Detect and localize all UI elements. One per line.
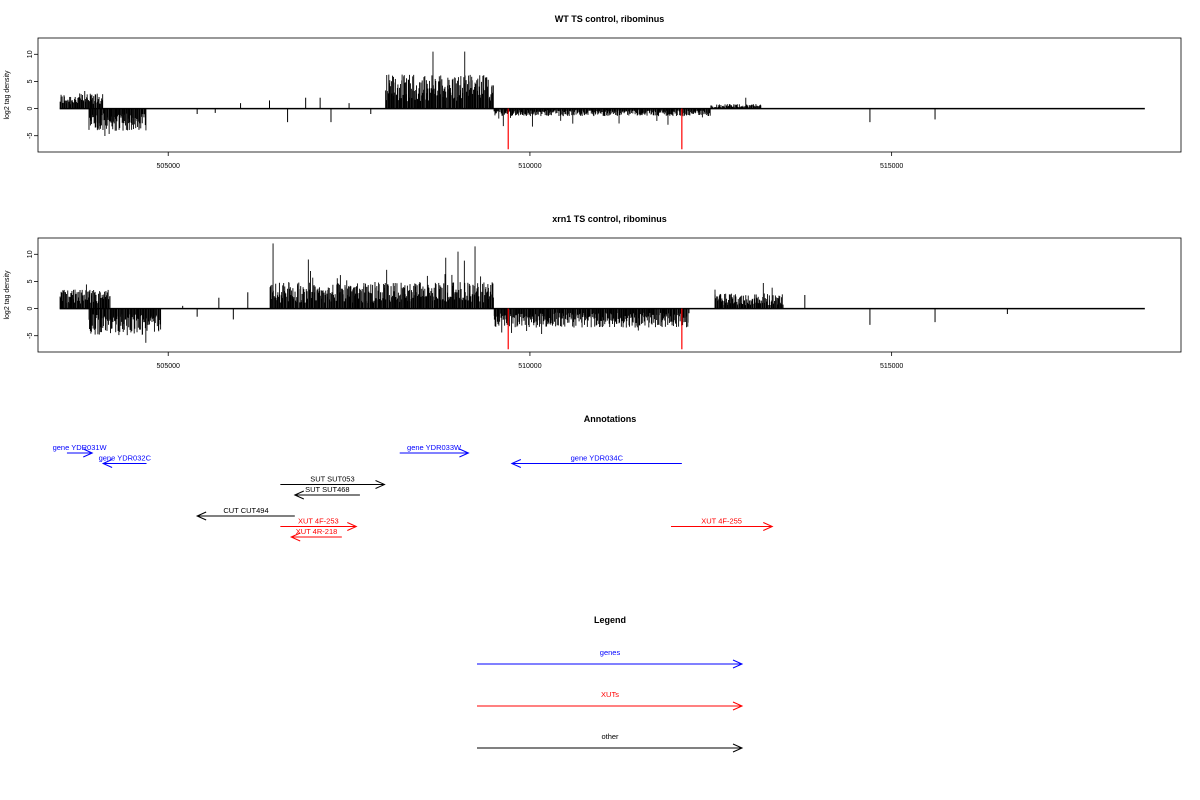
bar-series [59,51,936,136]
arrow-head [101,459,113,468]
annotation-arrow: SUT SUT468 [293,485,360,500]
annotation-label: XUT 4F-253 [298,517,339,526]
annotation-arrow: XUT 4R-218 [289,527,342,542]
arrow-head [375,480,386,489]
y-tick-label: 0 [27,107,34,111]
annotation-label: CUT CUT494 [223,506,268,515]
plot-frame [37,37,1182,153]
x-tick-label: 510000 [518,163,541,170]
track-2: xrn1 TS control, ribominus -5 0 5 10 log2 tag… [4,214,1182,370]
annotation-arrow: gene YDR032C [99,454,152,468]
x-tick-label: 515000 [880,363,903,370]
annotation-label: gene YDR033W [407,443,462,452]
y-tick-label: -5 [27,133,34,139]
arrow-head [763,522,774,531]
annotation-label: gene YDR031W [53,443,108,452]
legend-entry: genes [477,648,744,669]
y-tick-label: 10 [27,50,34,58]
legend-entry: XUTs [477,690,744,711]
legend-label: XUTs [601,690,619,699]
arrow-head [347,522,358,531]
legend-panel: Legend genes XUTs other [477,615,744,753]
y-tick-label: 0 [27,307,34,311]
annotation-label: SUT SUT468 [305,485,349,494]
annotation-label: SUT SUT053 [310,475,354,484]
legend-label: genes [600,648,621,657]
y-tick-label: 10 [27,250,34,258]
arrow-head [289,532,301,542]
arrow-head [510,459,522,468]
track-title: WT TS control, ribominus [555,14,665,24]
arrow-head [732,701,744,711]
y-tick-label: 5 [27,79,34,83]
y-axis-label: log2 tag density [4,270,11,320]
legend-title: Legend [594,615,626,625]
arrow-head [732,659,744,669]
annotation-arrow: gene YDR031W [53,443,108,458]
arrow-head [293,490,305,500]
arrow-head [459,448,470,458]
arrow-head [83,448,94,458]
x-tick-label: 510000 [518,363,541,370]
annotation-arrow: CUT CUT494 [195,506,295,521]
annotation-label: XUT 4R-218 [296,527,338,536]
annotation-arrow: gene YDR034C [510,454,682,468]
legend-label: other [601,732,619,741]
arrow-head [195,511,207,521]
x-tick-label: 505000 [157,363,180,370]
annotation-arrow: XUT 4F-253 [280,517,358,531]
track-1: WT TS control, ribominus -5 0 5 10 log2 tag d… [4,14,1182,170]
annotations-title: Annotations [584,414,637,424]
plot-frame [37,237,1182,353]
bar-series [59,243,1008,343]
track-title: xrn1 TS control, ribominus [552,214,667,224]
y-tick-label: 5 [27,279,34,283]
arrow-head [732,743,744,753]
annotation-label: gene YDR034C [571,454,624,463]
y-tick-label: -5 [27,333,34,339]
x-tick-label: 515000 [880,163,903,170]
annotation-arrow: gene YDR033W [399,443,470,458]
x-tick-label: 505000 [157,163,180,170]
annotation-arrow: XUT 4F-255 [670,517,774,531]
annotation-label: XUT 4F-255 [701,517,742,526]
annotations-panel: Annotations gene YDR031W gene YDR032C gene … [53,414,774,542]
legend-entry: other [477,732,744,753]
y-axis-label: log2 tag density [4,70,11,120]
annotation-arrow: SUT SUT053 [280,475,386,489]
annotation-label: gene YDR032C [99,454,152,463]
